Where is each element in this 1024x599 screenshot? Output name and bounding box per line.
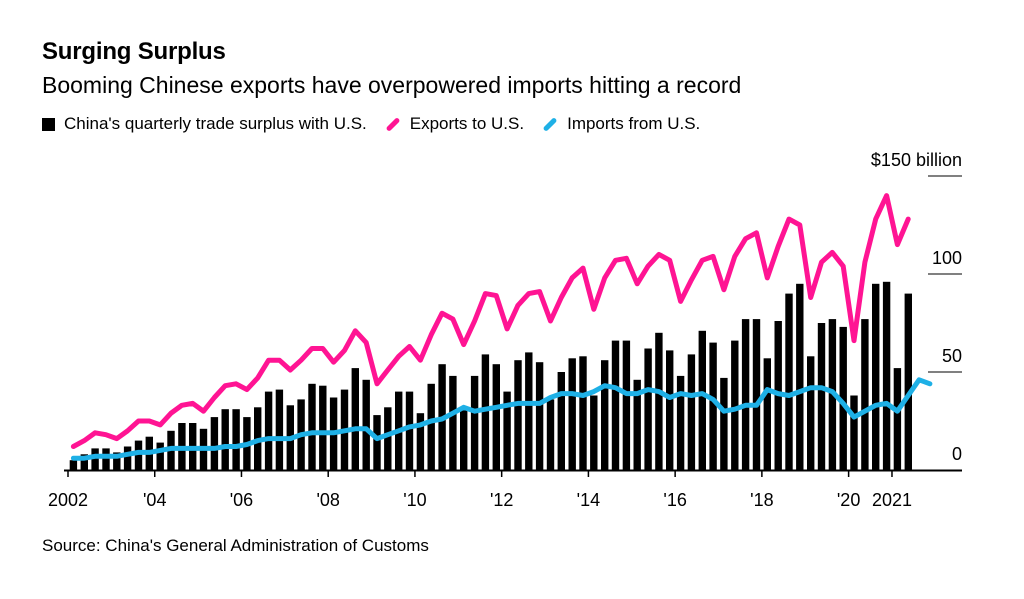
surplus-bar [362,379,370,470]
surplus-bar [123,446,132,470]
surplus-bar [817,323,826,470]
surplus-bar [91,448,99,470]
surplus-bar [427,383,435,470]
x-tick-label: 2021 [872,490,912,510]
surplus-bar [709,342,717,470]
surplus-bar [373,415,381,470]
surplus-bar [460,407,468,470]
surplus-bar [666,350,674,470]
surplus-bar [525,352,533,470]
surplus-bar [156,442,164,470]
surplus-bar [492,364,500,470]
surplus-bar [568,358,576,470]
surplus-bar [470,375,479,470]
surplus-bar [264,391,273,470]
gridlines [928,175,962,373]
surplus-bar [308,383,316,470]
surplus-bar [221,409,229,470]
surplus-bar [113,452,121,470]
surplus-bar [232,409,240,470]
surplus-bar [503,391,511,470]
surplus-bar [904,293,912,470]
source-note: Source: China's General Administration o… [42,536,429,555]
x-tick-label: 2002 [48,490,88,510]
surplus-bar [720,377,728,470]
legend-label-exports: Exports to U.S. [409,114,525,133]
surplus-bar [752,319,761,470]
surplus-bar [644,348,652,470]
surplus-bar [731,340,739,470]
surplus-bar [80,454,88,470]
y-tick-label: 100 [932,248,962,268]
surplus-bar [796,283,804,470]
surplus-bar [449,375,457,470]
x-tick-label: '18 [750,490,773,510]
x-tick-label: '04 [143,490,166,510]
surplus-bar [210,417,219,470]
surplus-bar [416,413,425,470]
legend-label-imports: Imports from U.S. [567,114,701,133]
surplus-bar [275,389,284,470]
surplus-bar [633,379,641,470]
surplus-bar [590,395,598,470]
surplus-bar [622,340,631,470]
x-tick-label: '14 [577,490,600,510]
surplus-bars [69,281,912,470]
x-axis: 2002 '04 '06 '08 '10 '12 '14 '16 '18 '20 2021 [48,469,962,510]
surplus-bar [655,332,663,470]
surplus-bar [384,407,392,470]
surplus-bar [601,360,609,470]
surplus-bar [839,326,847,470]
surplus-bar [882,281,891,470]
surplus-bar [872,283,880,470]
legend-item-imports: Imports from U.S. [542,114,700,134]
imports-line [70,377,933,461]
surplus-bar [319,385,327,470]
surplus-bar [611,340,620,470]
chart-title: Surging Surplus [42,38,226,65]
surplus-bar [579,356,587,470]
x-tick-label: '16 [663,490,686,510]
y-tick-label: 0 [952,444,962,464]
exports-line [70,193,911,449]
surplus-bar [893,368,902,470]
x-tick-label: '12 [490,490,513,510]
y-tick-labels: 0 50 100 $150 billion [871,150,962,464]
legend-label-surplus: China's quarterly trade surplus with U.S… [64,114,367,133]
surplus-bar [687,354,696,470]
surplus-bar [69,460,78,470]
surplus-bar [676,375,685,470]
surplus-bar [861,319,869,470]
legend: China's quarterly trade surplus with U.S… [42,114,718,134]
surplus-bar [557,372,565,470]
legend-item-exports: Exports to U.S. [385,114,524,134]
chart-subtitle: Booming Chinese exports have overpowered… [42,72,742,98]
surplus-bar [351,368,359,470]
surplus-bar [698,330,706,470]
surplus-bar [535,362,544,470]
x-tick-label: '06 [230,490,253,510]
x-tick-label: '20 [837,490,860,510]
surplus-bar [850,395,858,470]
legend-swatch-surplus [42,117,55,131]
y-tick-label: $150 billion [871,150,962,170]
surplus-bar [514,360,522,470]
surplus-bar [785,293,793,470]
series-lines [70,193,933,461]
surplus-bar [134,440,143,470]
y-tick-label: 50 [942,346,962,366]
x-tick-label: '08 [316,490,339,510]
surplus-bar [807,356,815,470]
surplus-bar [102,448,110,470]
surplus-bar [405,391,414,470]
surplus-bar [481,354,490,470]
legend-item-surplus: China's quarterly trade surplus with U.S… [42,114,367,134]
x-tick-label: '10 [403,490,426,510]
surplus-bar [546,399,555,470]
surplus-bar [741,319,750,470]
surplus-bar [763,358,771,470]
